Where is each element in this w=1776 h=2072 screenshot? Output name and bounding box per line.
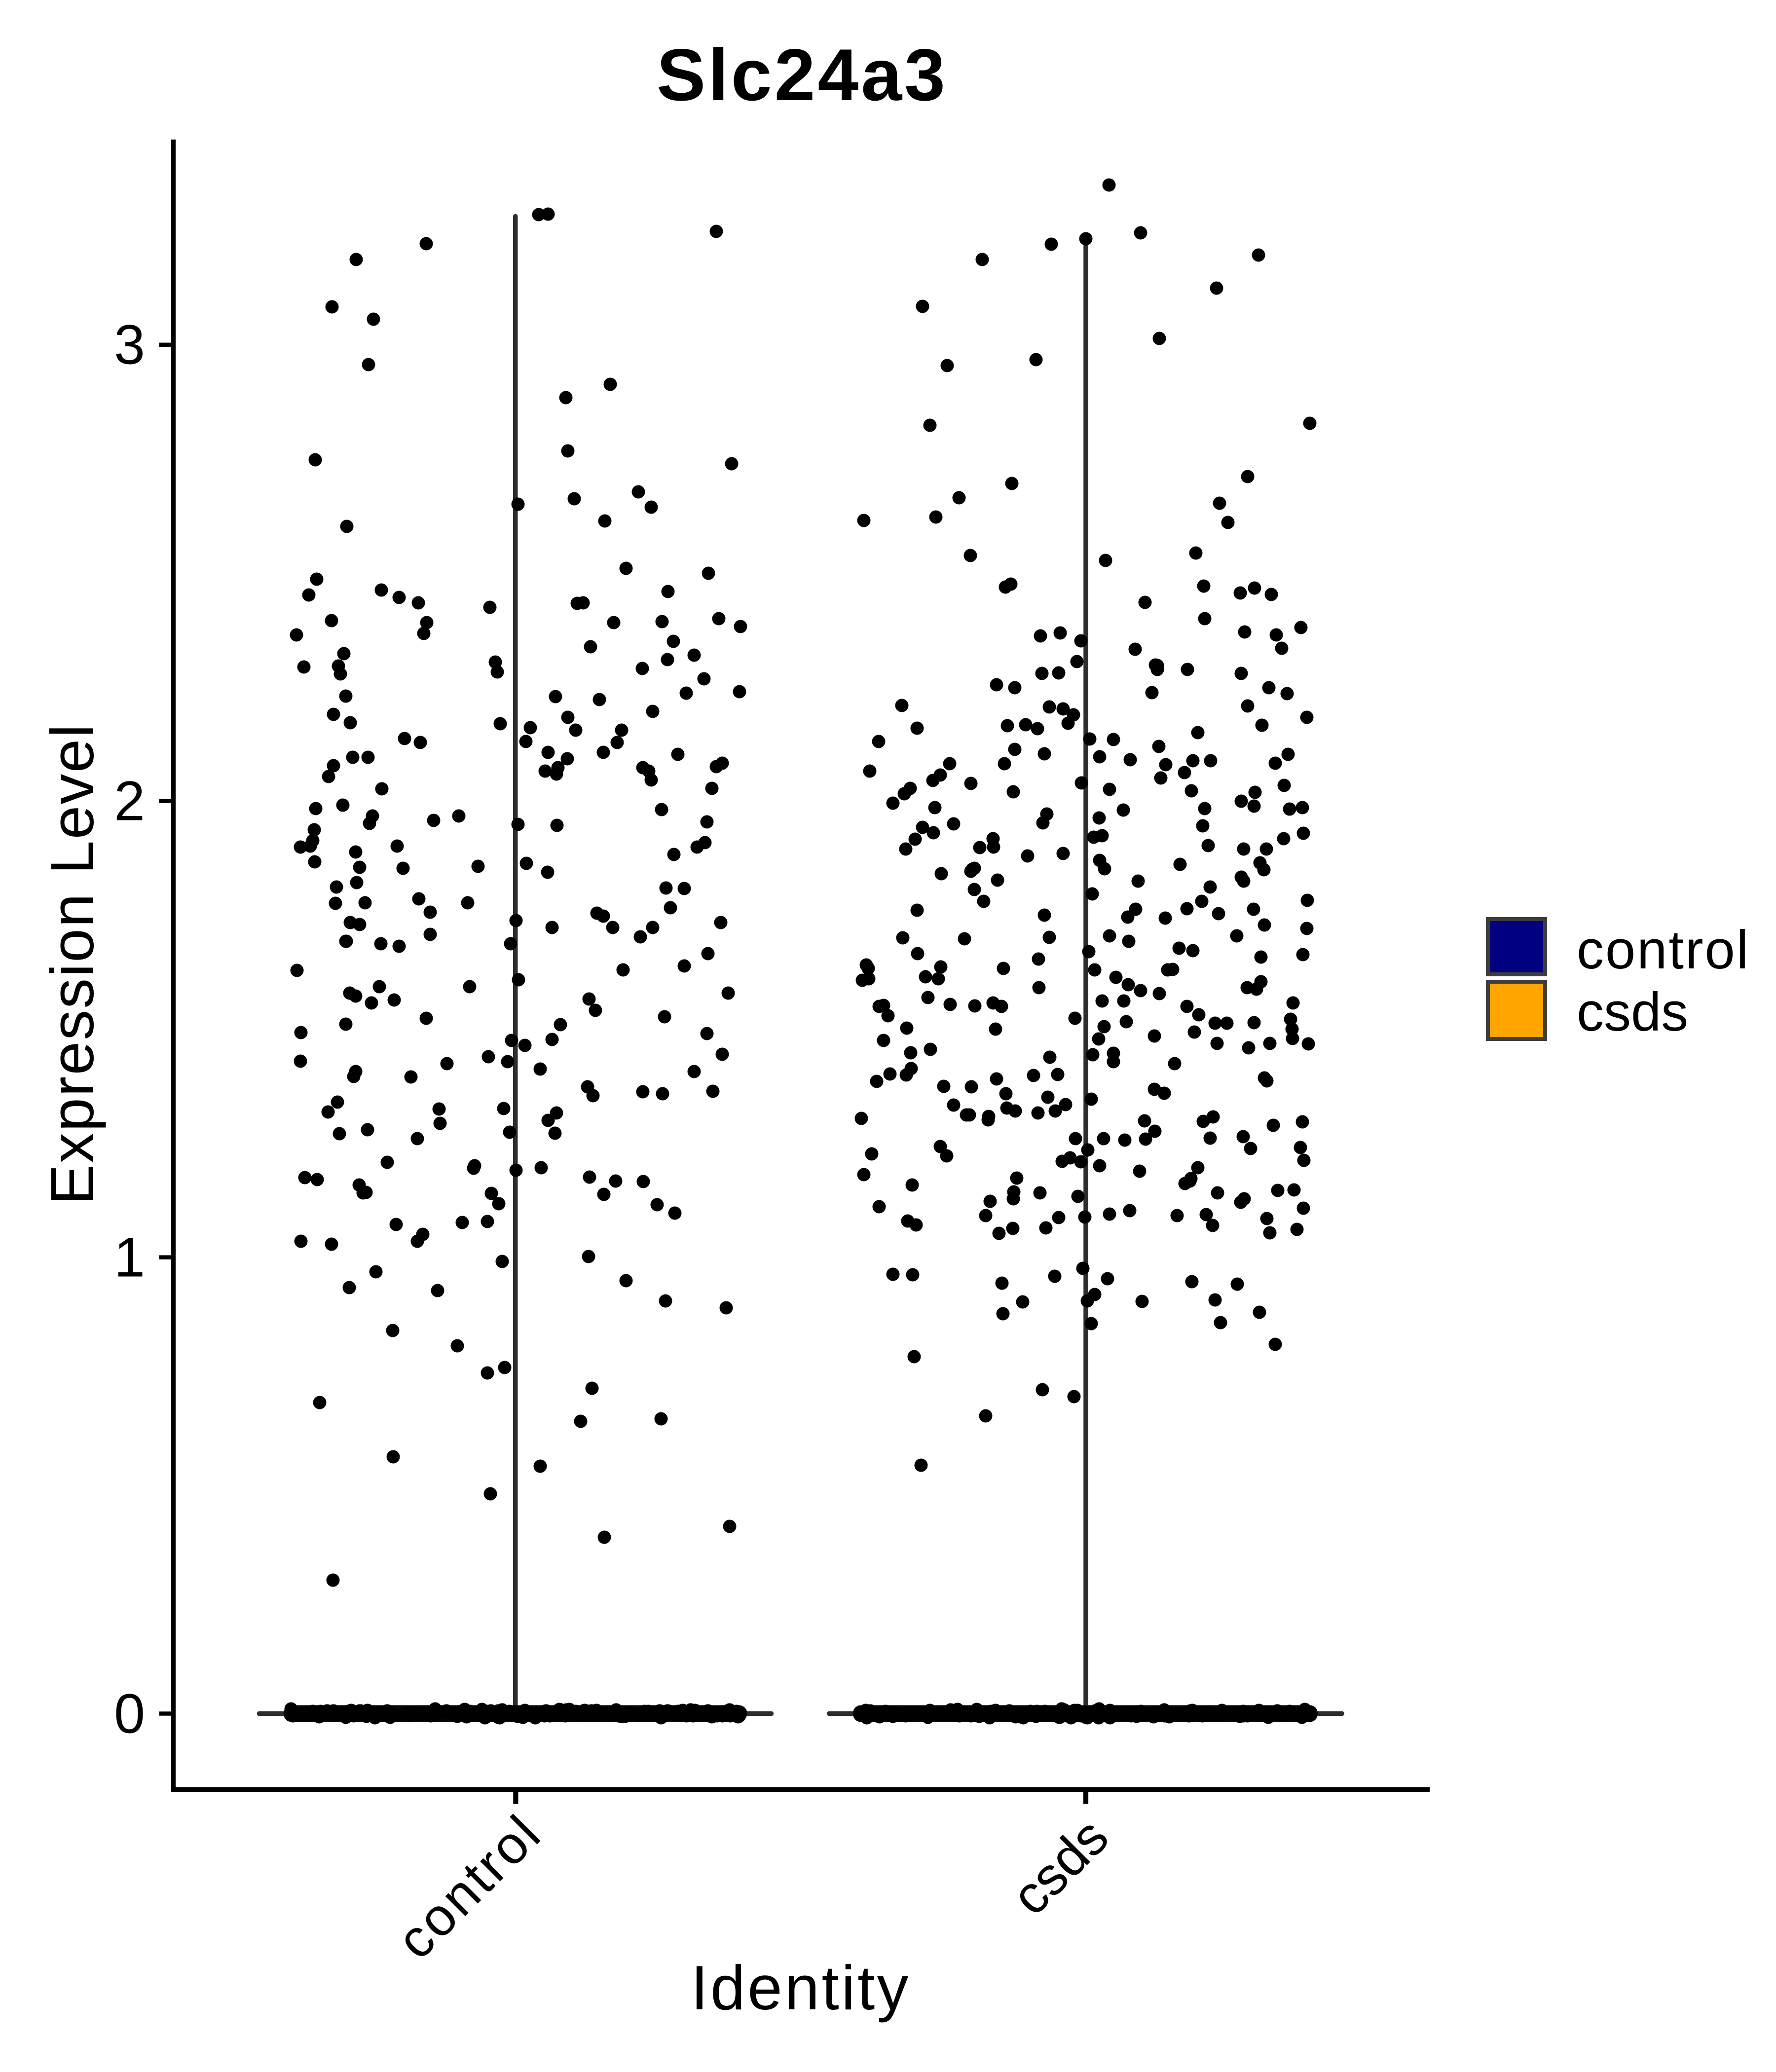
svg-text:0: 0 (114, 1682, 145, 1744)
svg-text:csds: csds (1577, 982, 1688, 1042)
svg-text:control: control (1577, 920, 1750, 980)
svg-text:3: 3 (114, 314, 145, 376)
svg-text:Identity: Identity (691, 1953, 910, 2023)
svg-text:2: 2 (114, 770, 145, 832)
svg-text:1: 1 (114, 1226, 145, 1288)
svg-text:Slc24a3: Slc24a3 (657, 34, 948, 116)
svg-text:Expression Level: Expression Level (39, 723, 107, 1205)
